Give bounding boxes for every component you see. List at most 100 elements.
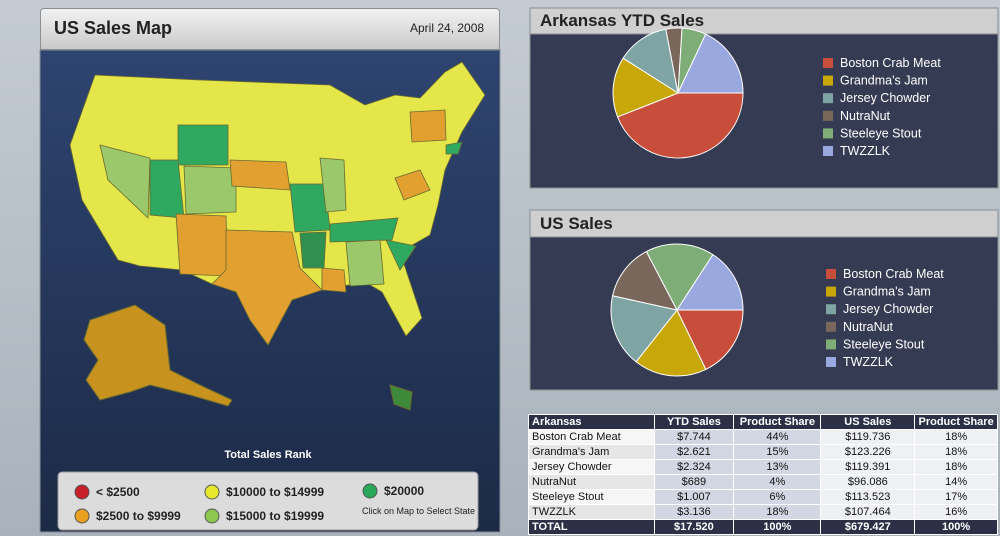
legend-swatch bbox=[362, 483, 378, 499]
map-note: Click on Map to Select State bbox=[362, 506, 476, 516]
table-cell: Product Share bbox=[914, 414, 998, 430]
legend-swatch bbox=[204, 484, 220, 500]
legend-swatch bbox=[74, 484, 90, 500]
pie-slice bbox=[676, 253, 744, 311]
pie-slice bbox=[611, 250, 678, 311]
legend-swatch bbox=[823, 110, 833, 121]
table-cell: Grandma's Jam bbox=[528, 444, 655, 460]
table-cell: 15% bbox=[733, 444, 822, 460]
table-row: Jersey Chowder $2.324 13% $119.391 18% bbox=[528, 459, 998, 475]
map-header bbox=[40, 8, 500, 50]
legend-swatch bbox=[823, 93, 833, 104]
table-cell: $123.226 bbox=[820, 444, 916, 460]
table-cell: $17.520 bbox=[653, 519, 735, 535]
panel bbox=[529, 7, 999, 189]
table-cell: $96.086 bbox=[820, 474, 916, 490]
pie-slice bbox=[610, 295, 678, 363]
legend-label: NutraNut bbox=[840, 109, 891, 123]
table-cell: 17% bbox=[914, 489, 998, 505]
table-cell: Jersey Chowder bbox=[528, 459, 655, 475]
table-row: TOTAL $17.520 100% $679.427 100% bbox=[528, 519, 998, 535]
table-cell: Boston Crab Meat bbox=[528, 429, 655, 445]
hawaii[interactable] bbox=[389, 384, 413, 411]
table-cell: $1.007 bbox=[653, 489, 735, 505]
table-cell: $2.324 bbox=[653, 459, 735, 475]
pie-slice bbox=[616, 92, 744, 159]
legend-label: $15000 to $19999 bbox=[226, 509, 324, 523]
table-cell: 44% bbox=[733, 429, 822, 445]
table-cell: YTD Sales bbox=[653, 414, 735, 430]
table-cell: TWZZLK bbox=[528, 504, 655, 520]
table-cell: 100% bbox=[733, 519, 822, 535]
us-map[interactable] bbox=[69, 61, 486, 346]
legend-label: Steeleye Stout bbox=[843, 337, 925, 351]
map-title: US Sales Map bbox=[54, 18, 173, 38]
legend-swatch bbox=[826, 339, 836, 350]
legend-label: < $2500 bbox=[96, 485, 140, 499]
table-cell: $2.621 bbox=[653, 444, 735, 460]
legend-swatch bbox=[826, 321, 836, 332]
table-cell: 4% bbox=[733, 474, 822, 490]
legend-swatch bbox=[823, 58, 833, 68]
legend-label: Boston Crab Meat bbox=[840, 56, 941, 70]
table-cell: 13% bbox=[733, 459, 822, 475]
table-cell: $3.136 bbox=[653, 504, 735, 520]
table-row: Grandma's Jam $2.621 15% $123.226 18% bbox=[528, 444, 998, 460]
pie-slice bbox=[645, 243, 714, 311]
table-cell: TOTAL bbox=[528, 519, 655, 535]
sales-table: Arkansas YTD Sales Product Share US Sales Pr… bbox=[528, 414, 998, 535]
table-row: Steeleye Stout $1.007 6% $113.523 17% bbox=[528, 489, 998, 505]
table-row: NutraNut $689 4% $96.086 14% bbox=[528, 474, 998, 490]
pie-slice bbox=[676, 309, 744, 371]
legend-label: $20000 bbox=[384, 484, 424, 498]
chart-title: Arkansas YTD Sales bbox=[540, 11, 704, 30]
table-cell: $119.736 bbox=[820, 429, 916, 445]
table-cell: 18% bbox=[914, 459, 998, 475]
table-cell: 18% bbox=[733, 504, 822, 520]
legend-label: TWZZLK bbox=[843, 355, 894, 369]
panel-header bbox=[529, 7, 999, 35]
legend-label: Boston Crab Meat bbox=[843, 267, 944, 281]
panel bbox=[529, 209, 999, 391]
table-cell: US Sales bbox=[820, 414, 916, 430]
table-cell: 14% bbox=[914, 474, 998, 490]
legend-label: TWZZLK bbox=[840, 144, 891, 158]
legend-swatch bbox=[823, 146, 833, 156]
table-cell: $679.427 bbox=[820, 519, 916, 535]
pie-slice bbox=[635, 309, 707, 377]
legend-label: $2500 to $9999 bbox=[96, 509, 181, 523]
table-row: Arkansas YTD Sales Product Share US Sales Pr… bbox=[528, 414, 998, 430]
legend-title: Total Sales Rank bbox=[224, 449, 312, 461]
table-row: TWZZLK $3.136 18% $107.464 16% bbox=[528, 504, 998, 520]
map-date: April 24, 2008 bbox=[410, 21, 485, 35]
legend-swatch bbox=[826, 304, 836, 315]
table-cell: Steeleye Stout bbox=[528, 489, 655, 505]
table-cell: 100% bbox=[914, 519, 998, 535]
table-cell: $7.744 bbox=[653, 429, 735, 445]
legend-label: Grandma's Jam bbox=[840, 74, 928, 88]
table-cell: Arkansas bbox=[528, 414, 655, 430]
table-cell: $113.523 bbox=[820, 489, 916, 505]
table-cell: 18% bbox=[914, 429, 998, 445]
pie-slice bbox=[612, 57, 680, 118]
legend-swatch bbox=[826, 357, 836, 367]
legend-label: Grandma's Jam bbox=[843, 285, 931, 299]
table-cell: 6% bbox=[733, 489, 822, 505]
legend-label: Steeleye Stout bbox=[840, 126, 922, 140]
table-cell: Product Share bbox=[733, 414, 822, 430]
table-row: Boston Crab Meat $7.744 44% $119.736 18% bbox=[528, 429, 998, 445]
panel-header bbox=[529, 209, 999, 238]
legend-swatch bbox=[826, 269, 836, 279]
legend-label: Jersey Chowder bbox=[840, 91, 930, 105]
table-cell: 16% bbox=[914, 504, 998, 520]
pie-slice bbox=[677, 33, 744, 94]
alaska[interactable] bbox=[83, 304, 233, 407]
legend-swatch bbox=[74, 508, 90, 524]
table-cell: $119.391 bbox=[820, 459, 916, 475]
legend-swatch bbox=[823, 75, 833, 86]
table-cell: $689 bbox=[653, 474, 735, 490]
legend-label: NutraNut bbox=[843, 320, 894, 334]
table-cell: NutraNut bbox=[528, 474, 655, 490]
